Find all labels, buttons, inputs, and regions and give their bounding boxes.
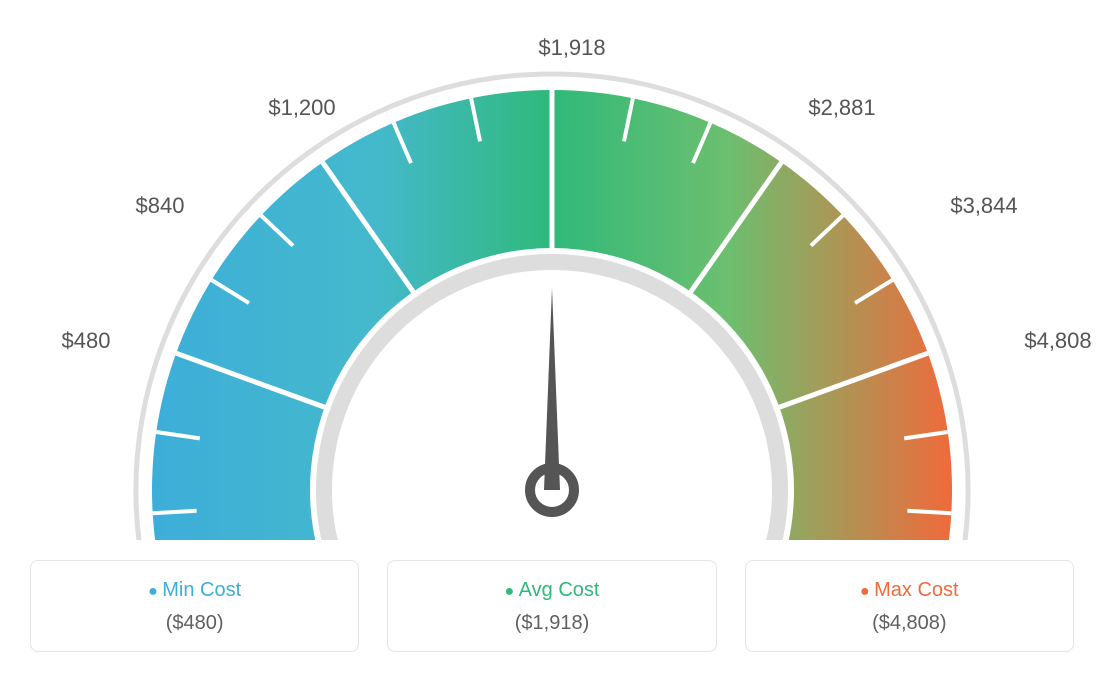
gauge-svg (20, 20, 1084, 540)
gauge-tick-label: $840 (136, 193, 185, 219)
cost-gauge: $480$840$1,200$1,918$2,881$3,844$4,808 (20, 20, 1084, 540)
gauge-tick-label: $1,918 (538, 35, 605, 61)
gauge-tick-label: $1,200 (268, 95, 335, 121)
gauge-tick-label: $480 (62, 328, 111, 354)
legend-avg-label: Avg Cost (398, 579, 705, 602)
legend-card-max: Max Cost ($4,808) (745, 560, 1074, 652)
legend-max-value: ($4,808) (756, 612, 1063, 635)
gauge-tick-label: $2,881 (808, 95, 875, 121)
legend-max-label: Max Cost (756, 579, 1063, 602)
legend-avg-value: ($1,918) (398, 612, 705, 635)
gauge-minor-tick (153, 511, 197, 514)
legend-min-label: Min Cost (41, 579, 348, 602)
gauge-tick-label: $4,808 (1024, 328, 1091, 354)
legend-card-min: Min Cost ($480) (30, 560, 359, 652)
gauge-minor-tick (907, 511, 951, 514)
gauge-needle (544, 288, 560, 490)
legend-min-value: ($480) (41, 612, 348, 635)
legend-card-avg: Avg Cost ($1,918) (387, 560, 716, 652)
legend-row: Min Cost ($480) Avg Cost ($1,918) Max Co… (20, 560, 1084, 652)
gauge-tick-label: $3,844 (950, 193, 1017, 219)
